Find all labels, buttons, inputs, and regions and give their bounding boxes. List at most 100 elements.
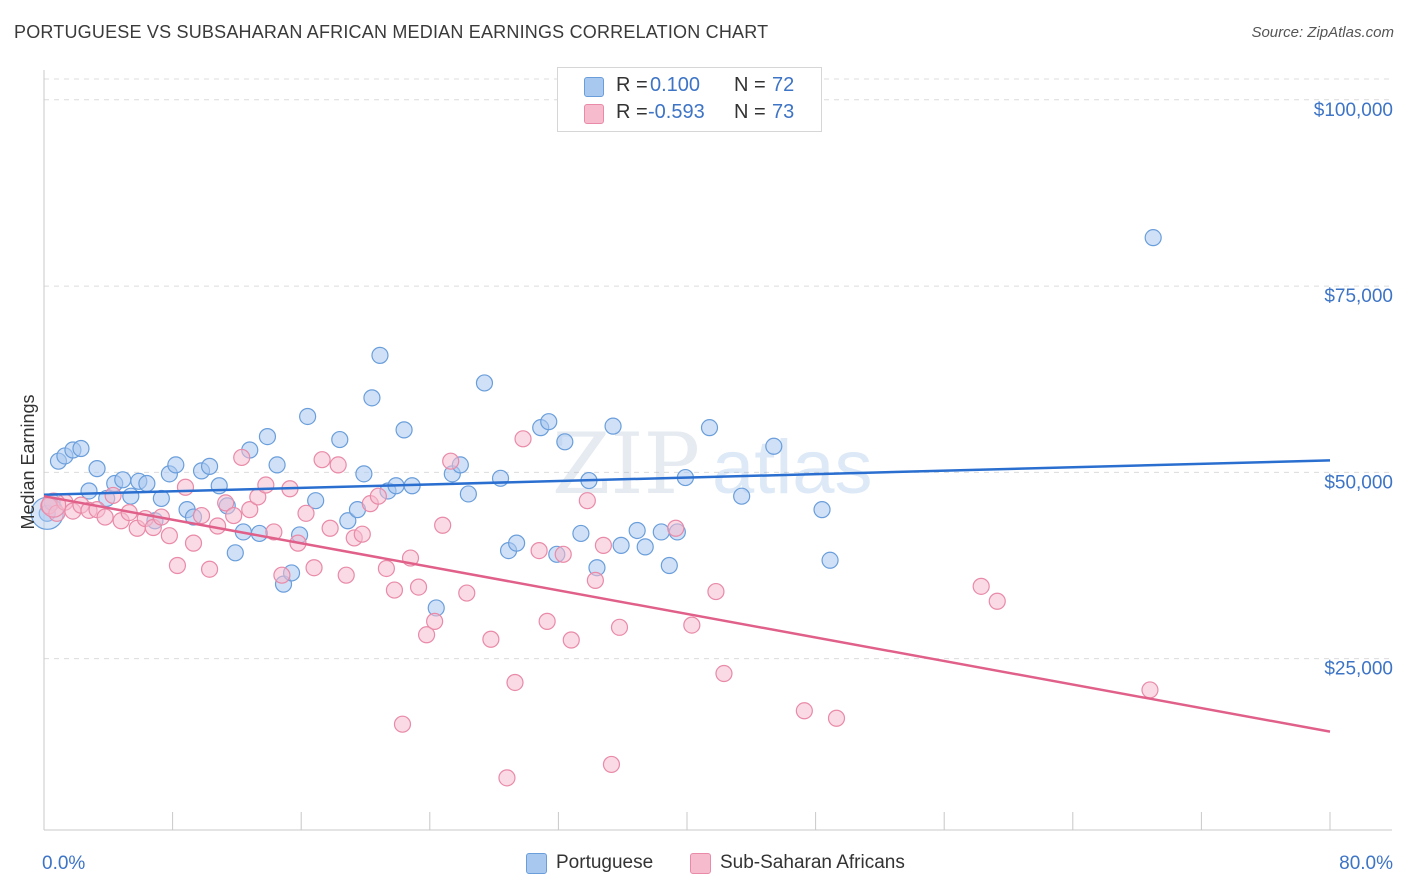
legend-r-label: R = (616, 101, 648, 123)
portuguese-point (88, 460, 106, 478)
portuguese-point (339, 512, 357, 530)
series-legend: Portuguese Sub-Saharan Africans (0, 852, 1406, 878)
subsaharan-point (200, 560, 219, 578)
portuguese-point (355, 465, 373, 483)
subsaharan-point (192, 506, 211, 525)
subsaharan-point (377, 559, 395, 578)
subsaharan-point (562, 631, 580, 649)
legend-n-value: 73 (772, 101, 795, 123)
subsaharan-point (442, 452, 460, 470)
series-swatch-subsaharan (690, 853, 711, 874)
series-swatch-portuguese (526, 853, 547, 874)
y-tick-label: $50,000 (1324, 472, 1393, 493)
subsaharan-point (385, 581, 404, 599)
subsaharan-point (578, 492, 596, 510)
portuguese-point (268, 456, 286, 474)
subsaharan-point (273, 566, 291, 584)
subsaharan-point (482, 630, 500, 648)
subsaharan-point (297, 504, 315, 522)
legend-r-value: 0.100 (650, 74, 701, 96)
subsaharan-point (988, 592, 1006, 610)
portuguese-point (733, 487, 751, 505)
portuguese-point (459, 485, 477, 503)
legend-swatch-portuguese (584, 77, 604, 97)
portuguese-point (475, 374, 494, 392)
subsaharan-points (40, 430, 1159, 787)
portuguese-point (700, 419, 719, 437)
subsaharan-point (602, 755, 621, 774)
subsaharan-point (827, 709, 846, 727)
portuguese-point (604, 417, 622, 435)
portuguese-point (612, 536, 630, 554)
y-tick-label: $25,000 (1324, 659, 1393, 680)
subsaharan-point (434, 516, 452, 534)
source-note: Source: ZipAtlas.com (1251, 24, 1394, 41)
legend-r-label: R = (616, 74, 648, 96)
subsaharan-point (795, 702, 813, 720)
subsaharan-point (514, 430, 532, 448)
y-axis-label: Median Earnings (18, 394, 38, 529)
subsaharan-point (417, 626, 436, 644)
portuguese-points (30, 229, 1162, 617)
subsaharan-point (530, 541, 548, 560)
x-tick-label-min: 0.0% (42, 853, 85, 874)
portuguese-point (813, 501, 831, 519)
subsaharan-point (353, 525, 371, 543)
y-tick-label: $75,000 (1324, 286, 1393, 307)
subsaharan-point (409, 578, 428, 596)
portuguese-point (226, 544, 244, 562)
portuguese-point (200, 457, 219, 475)
portuguese-point (1144, 229, 1162, 247)
subsaharan-point (586, 571, 604, 589)
subsaharan-point (594, 536, 613, 554)
subsaharan-point (683, 616, 701, 634)
portuguese-point (660, 556, 678, 575)
portuguese-point (765, 437, 783, 455)
subsaharan-point (369, 487, 387, 505)
subsaharan-point (337, 566, 355, 584)
portuguese-point (652, 523, 670, 541)
portuguese-point (72, 439, 90, 458)
subsaharan-point (217, 494, 235, 512)
legend-n-label: N = (734, 101, 766, 123)
portuguese-point (363, 389, 381, 407)
subsaharan-point (168, 556, 187, 575)
portuguese-point (258, 427, 277, 446)
subsaharan-point (233, 448, 251, 467)
grid-lines (44, 78, 1392, 660)
tick-labels: $25,000 $50,000 $75,000 $100,000 0.0% 80.0% (42, 100, 1393, 874)
correlation-legend: R = 0.100 N = 72 R = -0.593 N = 73 (557, 67, 822, 132)
subsaharan-point (506, 673, 524, 692)
subsaharan-point (329, 456, 347, 474)
subsaharan-point (667, 519, 685, 537)
subsaharan-point (458, 584, 476, 602)
series-label-portuguese: Portuguese (556, 852, 654, 873)
trend-lines (43, 459, 1331, 733)
portuguese-point (371, 346, 389, 364)
x-tick-label-max: 80.0% (1339, 853, 1393, 874)
chart-title: PORTUGUESE VS SUBSAHARAN AFRICAN MEDIAN … (14, 22, 769, 42)
portuguese-trend-line (43, 459, 1331, 496)
portuguese-point (307, 492, 325, 510)
watermark-zip: ZIP (552, 415, 700, 513)
axes (43, 70, 1392, 831)
y-tick-label: $100,000 (1314, 100, 1393, 121)
subsaharan-point (257, 476, 275, 494)
portuguese-point (80, 482, 98, 500)
series-label-subsaharan: Sub-Saharan Africans (720, 852, 905, 873)
subsaharan-point (104, 486, 122, 505)
legend-r-value: -0.593 (648, 101, 705, 123)
subsaharan-point (176, 478, 195, 496)
portuguese-point (167, 456, 185, 474)
portuguese-point (636, 538, 654, 556)
subsaharan-point (610, 618, 629, 636)
portuguese-point (572, 524, 590, 543)
subsaharan-point (160, 527, 178, 545)
subsaharan-point (426, 612, 444, 630)
subsaharan-point (321, 519, 339, 537)
subsaharan-point (972, 577, 990, 595)
portuguese-point (299, 407, 317, 426)
subsaharan-point (225, 506, 243, 525)
portuguese-point (508, 534, 526, 552)
subsaharan-point (538, 612, 556, 630)
